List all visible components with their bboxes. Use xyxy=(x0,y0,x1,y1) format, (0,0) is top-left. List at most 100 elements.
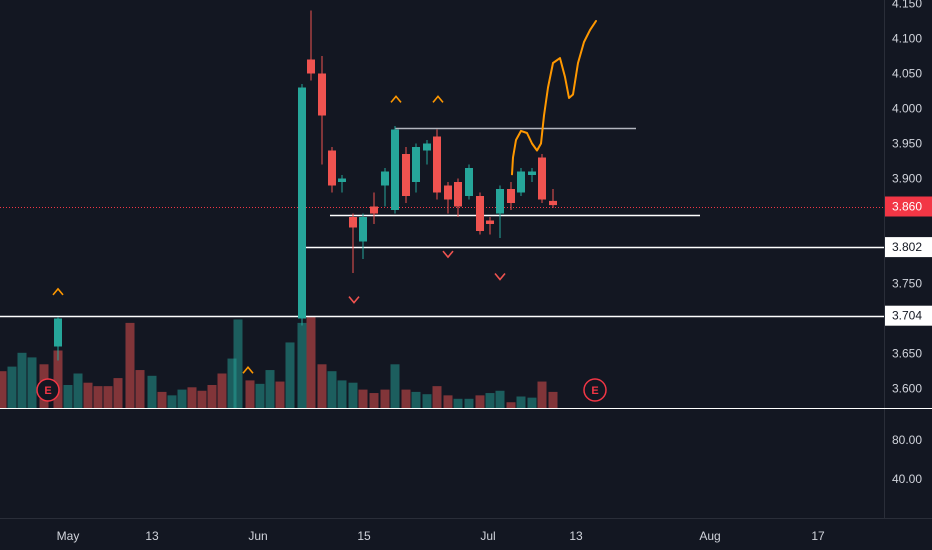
price-tag-current-label: 3.860 xyxy=(892,200,922,214)
volume-bar xyxy=(227,358,237,408)
price-tick-label: 4.000 xyxy=(892,102,922,116)
pivot-high-marker xyxy=(242,366,254,374)
volume-bar xyxy=(358,389,368,408)
candle-body xyxy=(359,217,367,242)
volume-bar xyxy=(187,387,197,408)
pivot-markers xyxy=(52,95,506,374)
price-tick-label: 3.750 xyxy=(892,277,922,291)
volume-bar xyxy=(207,385,217,408)
candle-body xyxy=(328,150,336,186)
horizontal-lines[interactable] xyxy=(0,127,884,318)
pivot-high-marker xyxy=(390,95,402,103)
price-tick-label: 3.950 xyxy=(892,137,922,151)
candle-body xyxy=(517,171,525,193)
volume-bar xyxy=(475,395,485,408)
volume-bar xyxy=(135,370,145,408)
candle-body xyxy=(338,178,346,182)
volume-bar xyxy=(485,393,495,408)
volume-bar xyxy=(7,366,17,408)
candle-body xyxy=(402,154,410,196)
volume-bar xyxy=(197,390,207,408)
volume-bar xyxy=(453,398,463,408)
volume-bar xyxy=(147,375,157,408)
candle-body xyxy=(381,171,389,186)
pivot-low-marker xyxy=(348,296,360,304)
volume-bars xyxy=(0,316,558,408)
volume-bar xyxy=(255,383,265,408)
candle-body xyxy=(391,129,399,210)
volume-bar xyxy=(401,389,411,408)
candle-body xyxy=(318,73,326,116)
candle-body xyxy=(507,189,515,203)
earnings-marker[interactable] xyxy=(36,378,60,402)
axes: 4.150 4.100 4.050 4.000 3.950 3.900 3.750 3.650… xyxy=(57,0,932,543)
price-tag-support-2 xyxy=(885,305,932,326)
price-tag-current xyxy=(885,196,932,217)
candle-body xyxy=(423,143,431,151)
candle-body xyxy=(465,168,473,196)
volume-bar xyxy=(265,370,275,408)
volume-bar xyxy=(103,386,113,408)
volume-bar xyxy=(548,391,558,408)
projection-drawing[interactable] xyxy=(511,20,597,176)
candle-body xyxy=(349,217,357,228)
time-tick-label: 17 xyxy=(811,529,825,543)
earnings-label: E xyxy=(44,385,51,397)
candle-body xyxy=(549,200,557,206)
volume-bar xyxy=(297,322,307,408)
candle-body xyxy=(412,147,420,182)
candle-body xyxy=(454,182,462,207)
volume-bar xyxy=(337,380,347,408)
candle-body xyxy=(298,87,306,319)
candle-body xyxy=(54,318,62,347)
volume-bar xyxy=(432,386,442,408)
pivot-low-marker xyxy=(494,272,506,281)
candle-body xyxy=(496,189,504,214)
volume-bar xyxy=(233,319,243,408)
projection-path[interactable] xyxy=(511,20,597,176)
volume-bar xyxy=(317,364,327,408)
time-tick-label: 15 xyxy=(357,529,371,543)
candle-body xyxy=(370,206,378,214)
volume-bar xyxy=(157,391,167,408)
volume-bar xyxy=(369,393,379,408)
volume-bar xyxy=(306,316,316,408)
time-tick-label: Jul xyxy=(480,529,495,543)
pivot-low-marker xyxy=(442,250,454,259)
volume-bar xyxy=(245,380,255,408)
time-tick-label: May xyxy=(57,529,80,543)
candle-body xyxy=(476,196,484,231)
volume-tick-label: 40.00 xyxy=(892,472,922,486)
volume-bar xyxy=(73,373,83,408)
volume-bar xyxy=(537,381,547,408)
volume-bar xyxy=(464,398,474,408)
candle-body xyxy=(307,59,315,74)
time-tick-label: 13 xyxy=(569,529,583,543)
volume-bar xyxy=(27,357,37,408)
candle-body xyxy=(444,185,452,200)
pivot-high-marker xyxy=(432,95,444,103)
grid xyxy=(0,0,932,519)
volume-bar xyxy=(285,342,295,408)
price-tag-support-2-label: 3.704 xyxy=(892,309,922,323)
volume-bar xyxy=(275,381,285,408)
volume-bar xyxy=(495,390,505,408)
volume-bar xyxy=(390,364,400,408)
volume-bar xyxy=(93,386,103,408)
pivot-high-marker xyxy=(52,287,64,296)
volume-bar xyxy=(113,378,123,408)
volume-bar xyxy=(422,394,432,408)
volume-bar xyxy=(83,382,93,408)
volume-bar xyxy=(527,397,537,408)
price-tag-support-1-label: 3.802 xyxy=(892,240,922,254)
price-tag-support-1 xyxy=(885,237,932,258)
volume-bar xyxy=(0,371,7,408)
time-tick-label: Jun xyxy=(248,529,267,543)
volume-bar xyxy=(411,391,421,408)
volume-bar xyxy=(125,322,135,408)
earnings-marker[interactable] xyxy=(583,378,607,402)
price-tick-label: 3.650 xyxy=(892,347,922,361)
